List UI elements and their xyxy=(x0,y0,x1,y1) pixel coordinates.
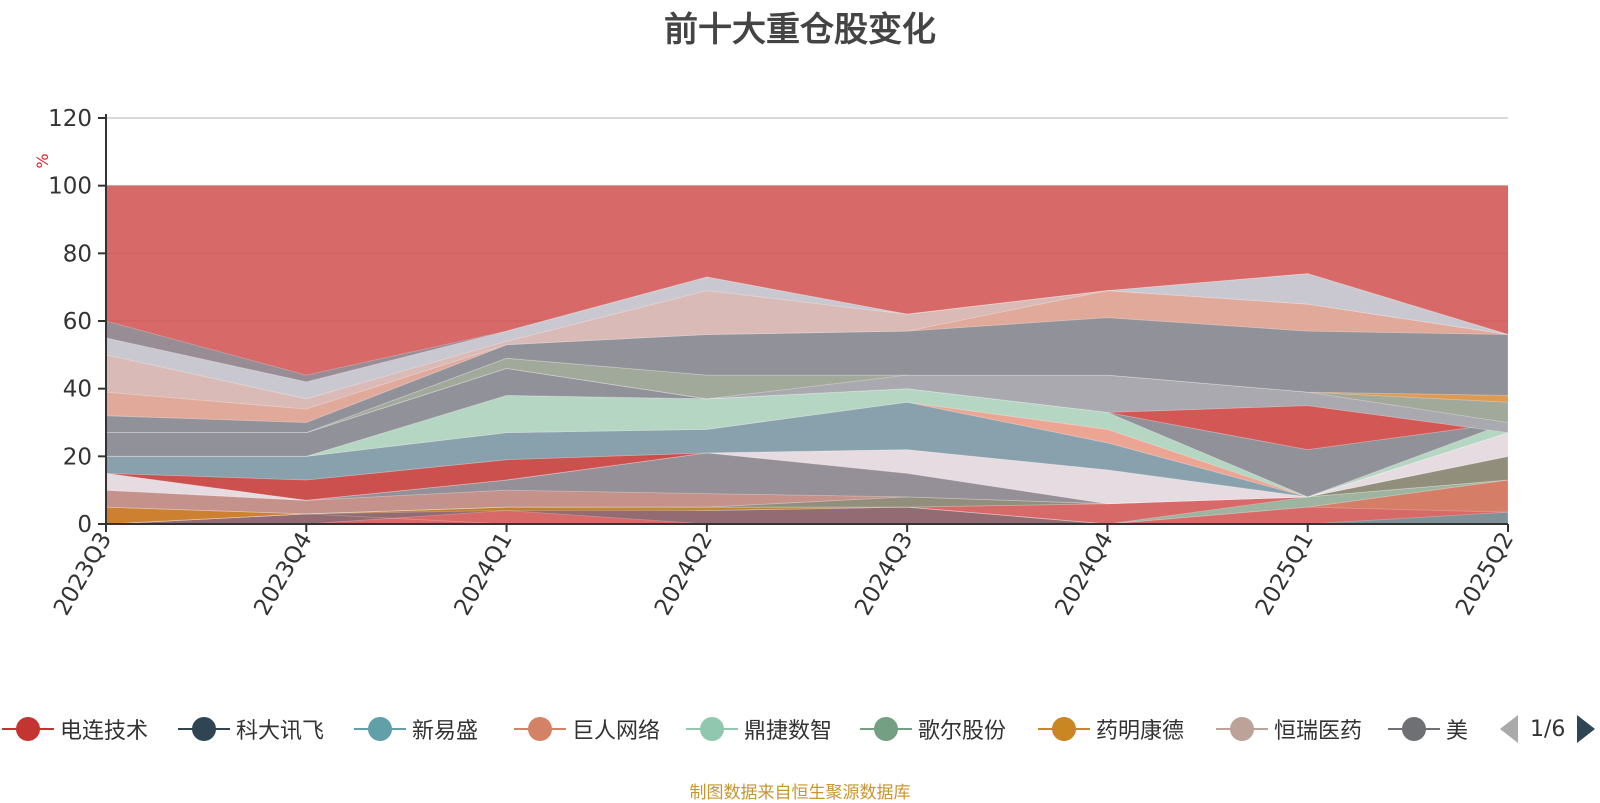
legend-marker-icon xyxy=(0,712,56,746)
legend-marker-icon xyxy=(684,712,740,746)
y-axis-label: % xyxy=(33,153,52,168)
legend-marker-icon xyxy=(1036,712,1092,746)
legend-label: 科大讯飞 xyxy=(236,719,325,744)
legend-marker-icon xyxy=(1386,712,1442,746)
legend-label: 电连技术 xyxy=(60,719,149,744)
legend-marker-icon xyxy=(858,712,914,746)
legend-prev-arrow-icon[interactable] xyxy=(1500,715,1518,743)
chart-title: 前十大重仓股变化 xyxy=(664,10,936,50)
legend-item[interactable]: 巨人网络 xyxy=(512,712,660,746)
legend-pager: 1/6 xyxy=(1500,712,1596,746)
legend-marker-icon xyxy=(176,712,232,746)
x-tick-label: 2024Q4 xyxy=(1050,528,1118,620)
legend: 电连技术 科大讯飞 新易盛 巨人网络 鼎捷数智 歌尔股份 药明康德 恒瑞医药 美 1/6 xyxy=(0,712,1600,746)
x-tick-label: 2023Q4 xyxy=(249,528,317,620)
y-tick-label: 0 xyxy=(77,512,92,538)
y-tick-label: 120 xyxy=(48,106,92,132)
legend-label: 药明康德 xyxy=(1096,719,1185,744)
x-tick-label: 2025Q2 xyxy=(1451,528,1519,620)
legend-label: 美 xyxy=(1446,719,1469,744)
legend-item[interactable]: 新易盛 xyxy=(352,712,478,746)
y-tick-label: 100 xyxy=(48,174,92,200)
legend-marker-icon xyxy=(352,712,408,746)
source-note: 制图数据来自恒生聚源数据库 xyxy=(689,783,911,803)
legend-item[interactable]: 恒瑞医药 xyxy=(1214,712,1362,746)
area-band xyxy=(106,367,1509,434)
legend-page-indicator: 1/6 xyxy=(1530,716,1566,742)
legend-item[interactable]: 药明康德 xyxy=(1036,712,1184,746)
area-band xyxy=(105,273,1509,400)
legend-item[interactable]: 鼎捷数智 xyxy=(684,712,832,746)
legend-marker-icon xyxy=(1214,712,1270,746)
area-band xyxy=(105,273,1509,383)
legend-items: 电连技术 科大讯飞 新易盛 巨人网络 鼎捷数智 歌尔股份 药明康德 恒瑞医药 美 xyxy=(0,712,1474,746)
y-tick-label: 20 xyxy=(63,444,92,470)
legend-label: 恒瑞医药 xyxy=(1274,719,1363,744)
x-tick-label: 2024Q1 xyxy=(450,528,518,620)
x-tick-label: 2024Q2 xyxy=(650,528,718,620)
legend-marker-icon xyxy=(512,712,568,746)
area-band xyxy=(105,367,1509,498)
legend-item[interactable]: 歌尔股份 xyxy=(858,712,1006,746)
x-tick-label: 2024Q3 xyxy=(850,528,918,620)
legend-label: 歌尔股份 xyxy=(918,719,1007,744)
y-tick-label: 80 xyxy=(63,241,92,267)
area-bands xyxy=(105,185,1509,525)
y-tick-label: 40 xyxy=(63,377,92,403)
legend-label: 新易盛 xyxy=(412,719,479,744)
x-tick-label: 2023Q3 xyxy=(49,528,117,620)
x-tick-label: 2025Q1 xyxy=(1251,528,1319,620)
y-tick-label: 60 xyxy=(63,309,92,335)
legend-next-arrow-icon[interactable] xyxy=(1577,715,1596,743)
legend-item[interactable]: 电连技术 xyxy=(0,712,148,746)
legend-item[interactable]: 美 xyxy=(1386,712,1468,746)
legend-item[interactable]: 科大讯飞 xyxy=(176,712,324,746)
legend-label: 巨人网络 xyxy=(572,719,661,744)
legend-label: 鼎捷数智 xyxy=(744,719,833,744)
chart-plot: 0 20 40 60 80 100 120 2023Q3 2023Q4 2024Q1 2024Q2 2… xyxy=(33,106,1519,620)
